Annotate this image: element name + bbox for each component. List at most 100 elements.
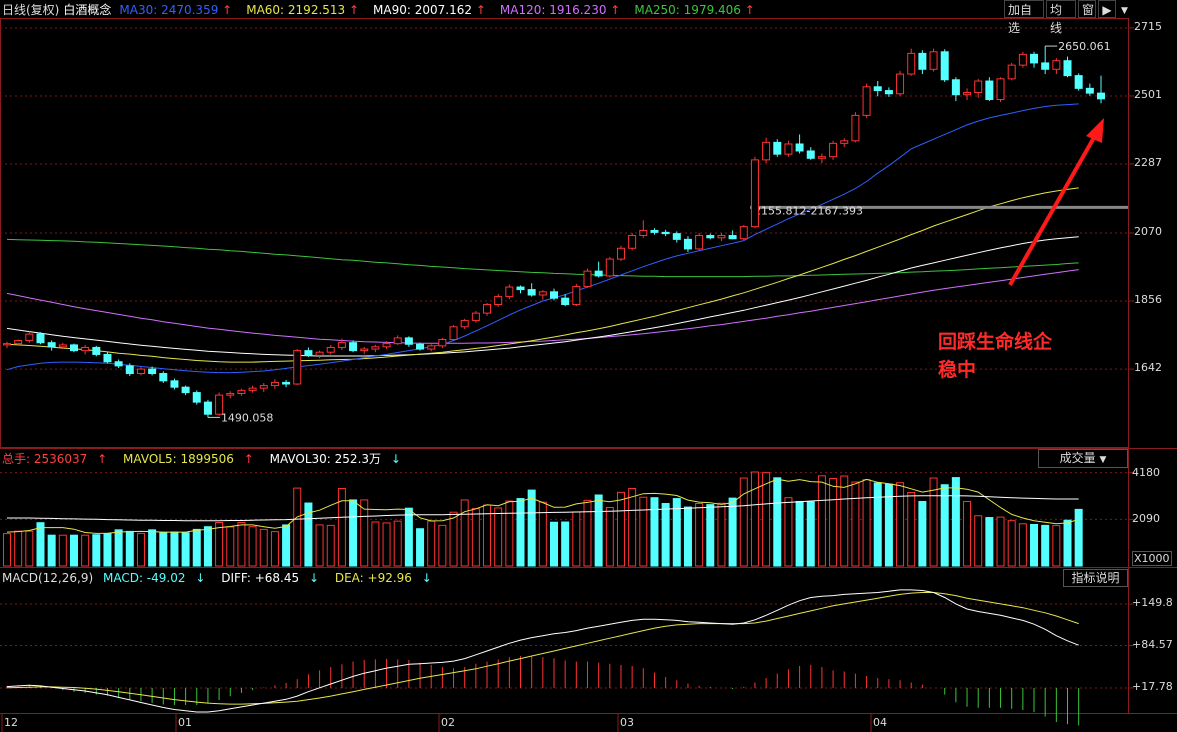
candle-body (237, 389, 246, 395)
volume-bar (494, 507, 503, 567)
volume-bar (773, 477, 782, 567)
volume-bar (840, 475, 849, 567)
volume-bar (1063, 519, 1072, 567)
candle-body (1074, 75, 1083, 89)
time-tick-label: 02 (441, 716, 455, 729)
volume-bar (416, 528, 425, 567)
candle-body (739, 226, 748, 240)
candle-body (148, 368, 157, 375)
window-button[interactable]: 窗 (1078, 0, 1096, 18)
candle-body (795, 143, 804, 152)
volume-bar (996, 516, 1005, 567)
price-tick-label: 2070 (1134, 225, 1162, 238)
volume-bar (192, 528, 201, 567)
volume-bar (125, 530, 134, 567)
index-name: 白酒概念 (63, 3, 112, 17)
volume-bar (594, 494, 603, 567)
candle-body (304, 350, 313, 356)
volume-bar (985, 517, 994, 567)
mavol30-line (7, 495, 1079, 522)
volume-bar (873, 482, 882, 567)
volume-bar (293, 487, 302, 567)
candle-body (438, 339, 447, 347)
volume-bar (449, 511, 458, 567)
ma-line-ma60 (6, 187, 1079, 363)
volume-bar (795, 500, 804, 567)
high-label: 2650.061 (1058, 40, 1111, 53)
volume-bar (951, 477, 960, 567)
candle-body (505, 286, 514, 298)
candle-body (650, 229, 659, 233)
menu-button[interactable]: ▼ (1118, 0, 1132, 18)
ma-toggle-button[interactable]: 均线 (1046, 0, 1076, 35)
candle-body (371, 346, 380, 350)
volume-bar (170, 531, 179, 567)
volume-tick-label: 2090 (1132, 512, 1160, 526)
volume-bar (907, 492, 916, 567)
volume-bar (371, 521, 380, 567)
volume-bar (3, 533, 11, 567)
volume-bar (393, 520, 402, 567)
candle-body (47, 342, 56, 348)
candle-body (460, 319, 469, 328)
candle-body (315, 351, 324, 356)
candle-body (427, 345, 436, 350)
triangle-down-icon: ▼ (1121, 6, 1128, 16)
candle-body (270, 381, 279, 387)
candle-body (81, 346, 90, 352)
candle-body (628, 235, 637, 249)
macd-value-text: MACD: -49.02 (102, 571, 186, 585)
candle-body (672, 233, 681, 240)
candle-body (561, 297, 570, 306)
price-tick-label: 2501 (1134, 87, 1162, 101)
dea-arrow-icon: ↓ (421, 571, 432, 585)
candle-body (483, 304, 492, 314)
candle-body (259, 385, 268, 389)
indicator-explain-button[interactable]: 指标说明 (1063, 569, 1128, 587)
candle-body (471, 312, 480, 321)
candle-body (248, 387, 257, 391)
next-button[interactable]: ▶ (1098, 0, 1116, 18)
mavol5-value: MAVOL5: 1899506 (123, 452, 234, 466)
ma-legend-item: MA60: 2192.513 ↑ (246, 3, 360, 17)
volume-indicator-dropdown[interactable]: 成交量 ▼ (1038, 449, 1128, 468)
volume-bar (259, 528, 268, 567)
time-tick-label: 12 (4, 716, 18, 729)
mavol30-value: MAVOL30: 252.3万 (269, 452, 382, 466)
candle-body (550, 291, 558, 299)
candle-body (907, 52, 916, 75)
volume-bar (1007, 520, 1016, 567)
candle-body (806, 150, 815, 159)
candle-body (3, 343, 11, 346)
time-tick-label: 04 (873, 716, 887, 729)
candle-body (337, 342, 346, 348)
candle-body (25, 333, 34, 341)
volume-bar (683, 506, 692, 567)
annotation-line-2: 稳中 (938, 359, 977, 381)
volume-bar (628, 488, 637, 567)
volume-bar (706, 504, 715, 567)
volume-bar (136, 532, 145, 567)
candle-body (527, 289, 536, 296)
candle-body (14, 339, 23, 345)
add-favorite-button[interactable]: 加自选 (1004, 0, 1044, 35)
low-label: 1490.058 (221, 411, 274, 424)
mavol30: MAVOL30: 252.3万 ↓ (270, 452, 407, 466)
dea-value-text: DEA: +92.96 (334, 571, 412, 585)
candle-body (136, 368, 145, 375)
candle-body (516, 286, 525, 291)
volume-bar (103, 532, 112, 567)
volume-bar (460, 499, 469, 567)
candle-body (695, 235, 704, 250)
candle-body (1085, 87, 1094, 94)
macd-tick-label: +84.57 (1132, 637, 1173, 651)
candle-body (326, 346, 335, 353)
volume-bar (427, 520, 436, 567)
ma-arrow-icon: ↑ (475, 3, 486, 17)
volume-bar (762, 472, 771, 567)
macd-value: MACD: -49.02 ↓ (103, 571, 211, 585)
candle-body (159, 373, 168, 382)
volume-bar (717, 502, 726, 567)
